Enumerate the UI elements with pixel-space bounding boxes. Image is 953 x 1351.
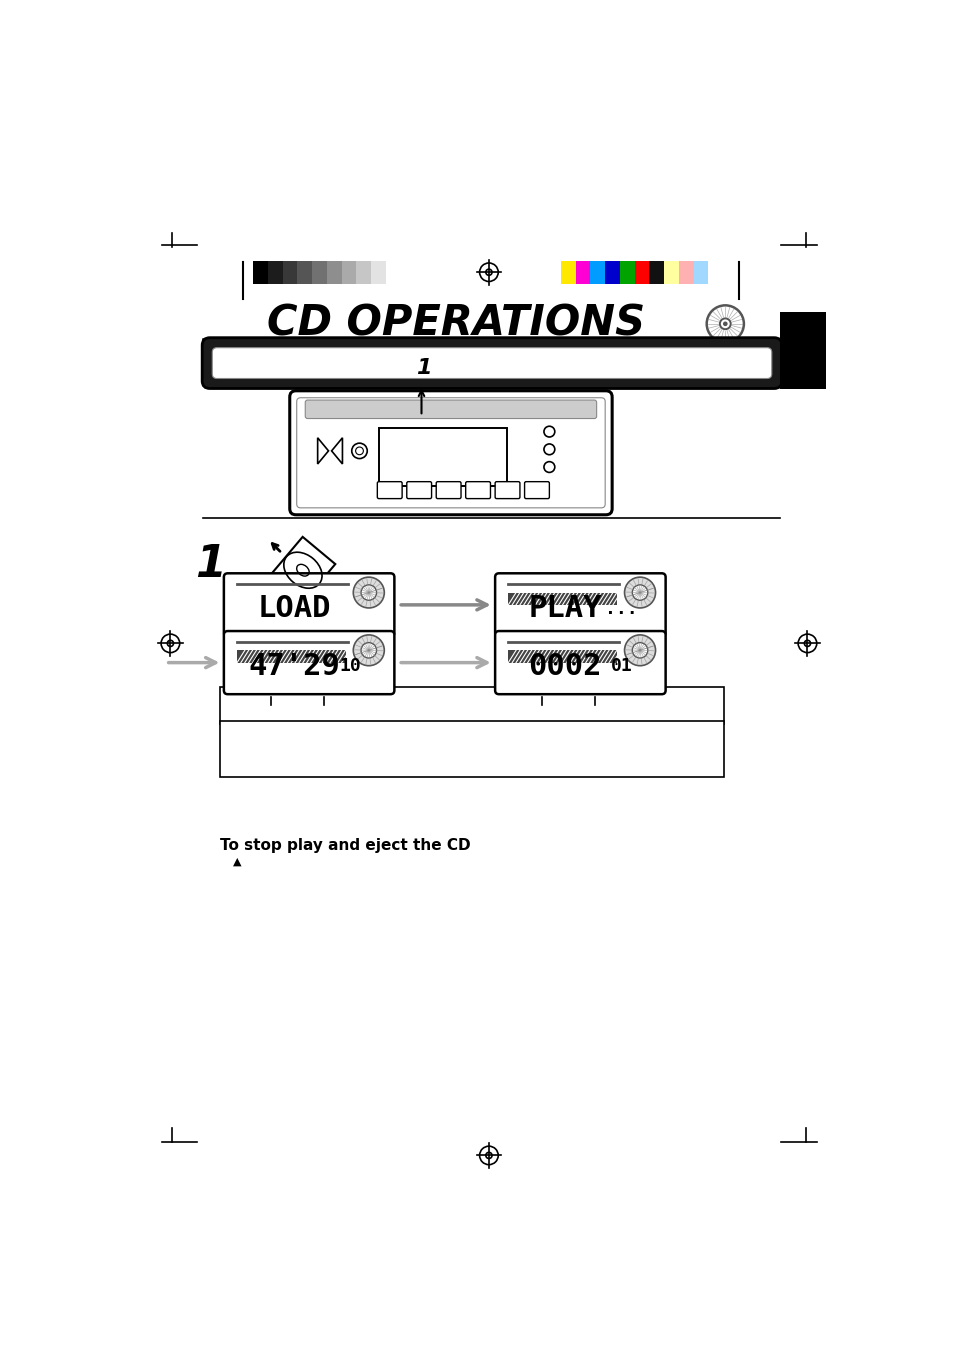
Circle shape (360, 585, 376, 600)
Bar (312, 261, 327, 284)
FancyBboxPatch shape (296, 397, 604, 508)
Circle shape (360, 643, 376, 658)
Bar (634, 261, 649, 284)
FancyBboxPatch shape (406, 482, 431, 499)
Circle shape (353, 577, 384, 608)
FancyBboxPatch shape (290, 390, 612, 515)
FancyBboxPatch shape (224, 573, 394, 636)
Circle shape (353, 635, 384, 666)
Bar (649, 261, 663, 284)
Bar (297, 261, 312, 284)
Circle shape (632, 643, 647, 658)
FancyBboxPatch shape (524, 482, 549, 499)
FancyBboxPatch shape (495, 631, 665, 694)
Bar (341, 261, 356, 284)
Circle shape (632, 585, 647, 600)
FancyBboxPatch shape (305, 400, 596, 419)
Circle shape (624, 635, 655, 666)
FancyBboxPatch shape (495, 573, 665, 636)
Text: LOAD: LOAD (257, 594, 331, 623)
Bar (693, 261, 707, 284)
Bar (508, 650, 617, 662)
Bar (590, 261, 604, 284)
FancyBboxPatch shape (436, 482, 460, 499)
Text: 01: 01 (610, 658, 632, 676)
FancyBboxPatch shape (465, 482, 490, 499)
Text: PLAY: PLAY (528, 594, 601, 623)
Bar (371, 261, 385, 284)
Text: ▲: ▲ (233, 857, 241, 866)
Bar (268, 261, 282, 284)
FancyBboxPatch shape (202, 338, 781, 389)
Text: To stop play and eject the CD: To stop play and eject the CD (220, 838, 470, 852)
Circle shape (624, 577, 655, 608)
FancyBboxPatch shape (495, 482, 519, 499)
Bar (779, 312, 825, 389)
Bar (282, 261, 297, 284)
Bar (604, 261, 619, 284)
Bar (679, 261, 693, 284)
Text: 0002: 0002 (528, 653, 601, 681)
Bar (663, 261, 679, 284)
Text: 1: 1 (416, 358, 431, 378)
Bar (378, 428, 506, 485)
FancyBboxPatch shape (377, 482, 402, 499)
Circle shape (722, 322, 727, 326)
Bar (619, 261, 634, 284)
Bar (253, 261, 268, 284)
Text: ...: ... (604, 600, 638, 617)
Bar (560, 261, 575, 284)
Bar (327, 261, 341, 284)
Polygon shape (332, 438, 342, 463)
Bar (220, 688, 723, 724)
FancyBboxPatch shape (224, 631, 394, 694)
FancyBboxPatch shape (212, 347, 771, 378)
Text: 1: 1 (195, 543, 226, 586)
Polygon shape (262, 536, 335, 611)
Bar (508, 593, 617, 605)
Bar (356, 261, 371, 284)
Bar (220, 721, 723, 777)
Text: 47'29: 47'29 (248, 653, 339, 681)
Text: CD OPERATIONS: CD OPERATIONS (267, 303, 645, 345)
Bar (385, 261, 400, 284)
Polygon shape (317, 438, 328, 463)
Bar (575, 261, 590, 284)
Text: 10: 10 (339, 658, 360, 676)
Bar (236, 650, 345, 662)
